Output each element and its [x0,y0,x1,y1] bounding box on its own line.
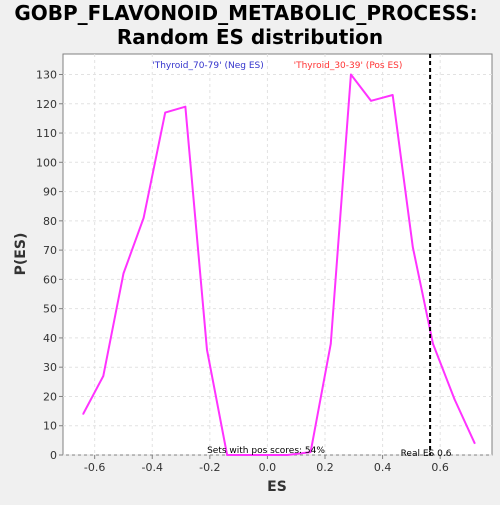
plot-area [62,53,493,456]
series-point [82,413,84,415]
y-tick-label: 80 [43,215,57,228]
y-tick-label: 90 [43,186,57,199]
series-point [142,217,145,219]
y-axis-ticks: 0 10 20 30 40 50 60 70 80 90 100 110 120 130 [36,68,63,462]
y-axis-label: P(ES) [13,233,29,276]
x-tick-label: 0.4 [374,461,392,474]
pos-es-label: 'Thyroid_30-39' (Pos ES) [294,61,403,71]
series-point [391,94,394,96]
y-tick-label: 60 [43,273,57,286]
series-point [286,454,289,456]
chart-title-line1: GOBP_FLAVONOID_METABOLIC_PROCESS: [14,1,477,25]
series-point [164,111,167,114]
x-tick-label: 0.2 [316,461,334,474]
series-point [226,454,228,456]
series-line [82,73,476,456]
neg-es-label: 'Thyroid_70-79' (Neg ES) [152,61,263,71]
series-point [370,100,372,102]
y-tick-label: 120 [36,98,57,111]
series-point [350,73,352,76]
y-tick-label: 50 [43,303,57,316]
series-point [102,375,105,377]
y-tick-label: 20 [43,390,57,403]
x-axis-ticks: -0.6 -0.4 -0.2 0.0 0.2 0.4 0.6 [84,455,449,474]
x-axis-label: ES [267,479,287,495]
x-tick-label: -0.2 [199,461,220,474]
series-point [206,348,208,351]
x-tick-label: -0.4 [142,461,163,474]
y-tick-label: 0 [50,449,57,462]
real-es-annotation: Real ES 0.6 [401,449,452,459]
series-point [122,272,125,275]
x-tick-label: -0.6 [84,461,105,474]
series-point [473,442,476,445]
chart-title-line2: Random ES distribution [117,25,383,49]
x-tick-label: 0.0 [259,461,277,474]
series-point [266,454,269,456]
series-point [453,398,456,401]
series-point [412,246,414,248]
series-layer [82,73,476,456]
y-tick-label: 30 [43,361,57,374]
x-tick-label: 0.6 [431,461,449,474]
series-point [309,451,312,453]
grid-lines [63,54,492,456]
series-point [184,105,187,108]
y-tick-label: 70 [43,244,57,257]
y-tick-label: 110 [36,127,57,140]
y-tick-label: 100 [36,156,57,169]
y-tick-label: 130 [36,68,57,81]
series-point [246,454,249,456]
series-point [329,342,332,345]
series-point [432,342,434,345]
y-tick-label: 10 [43,420,57,433]
y-tick-label: 40 [43,332,57,345]
pos-scores-annotation: Sets with pos scores: 54% [207,446,325,456]
